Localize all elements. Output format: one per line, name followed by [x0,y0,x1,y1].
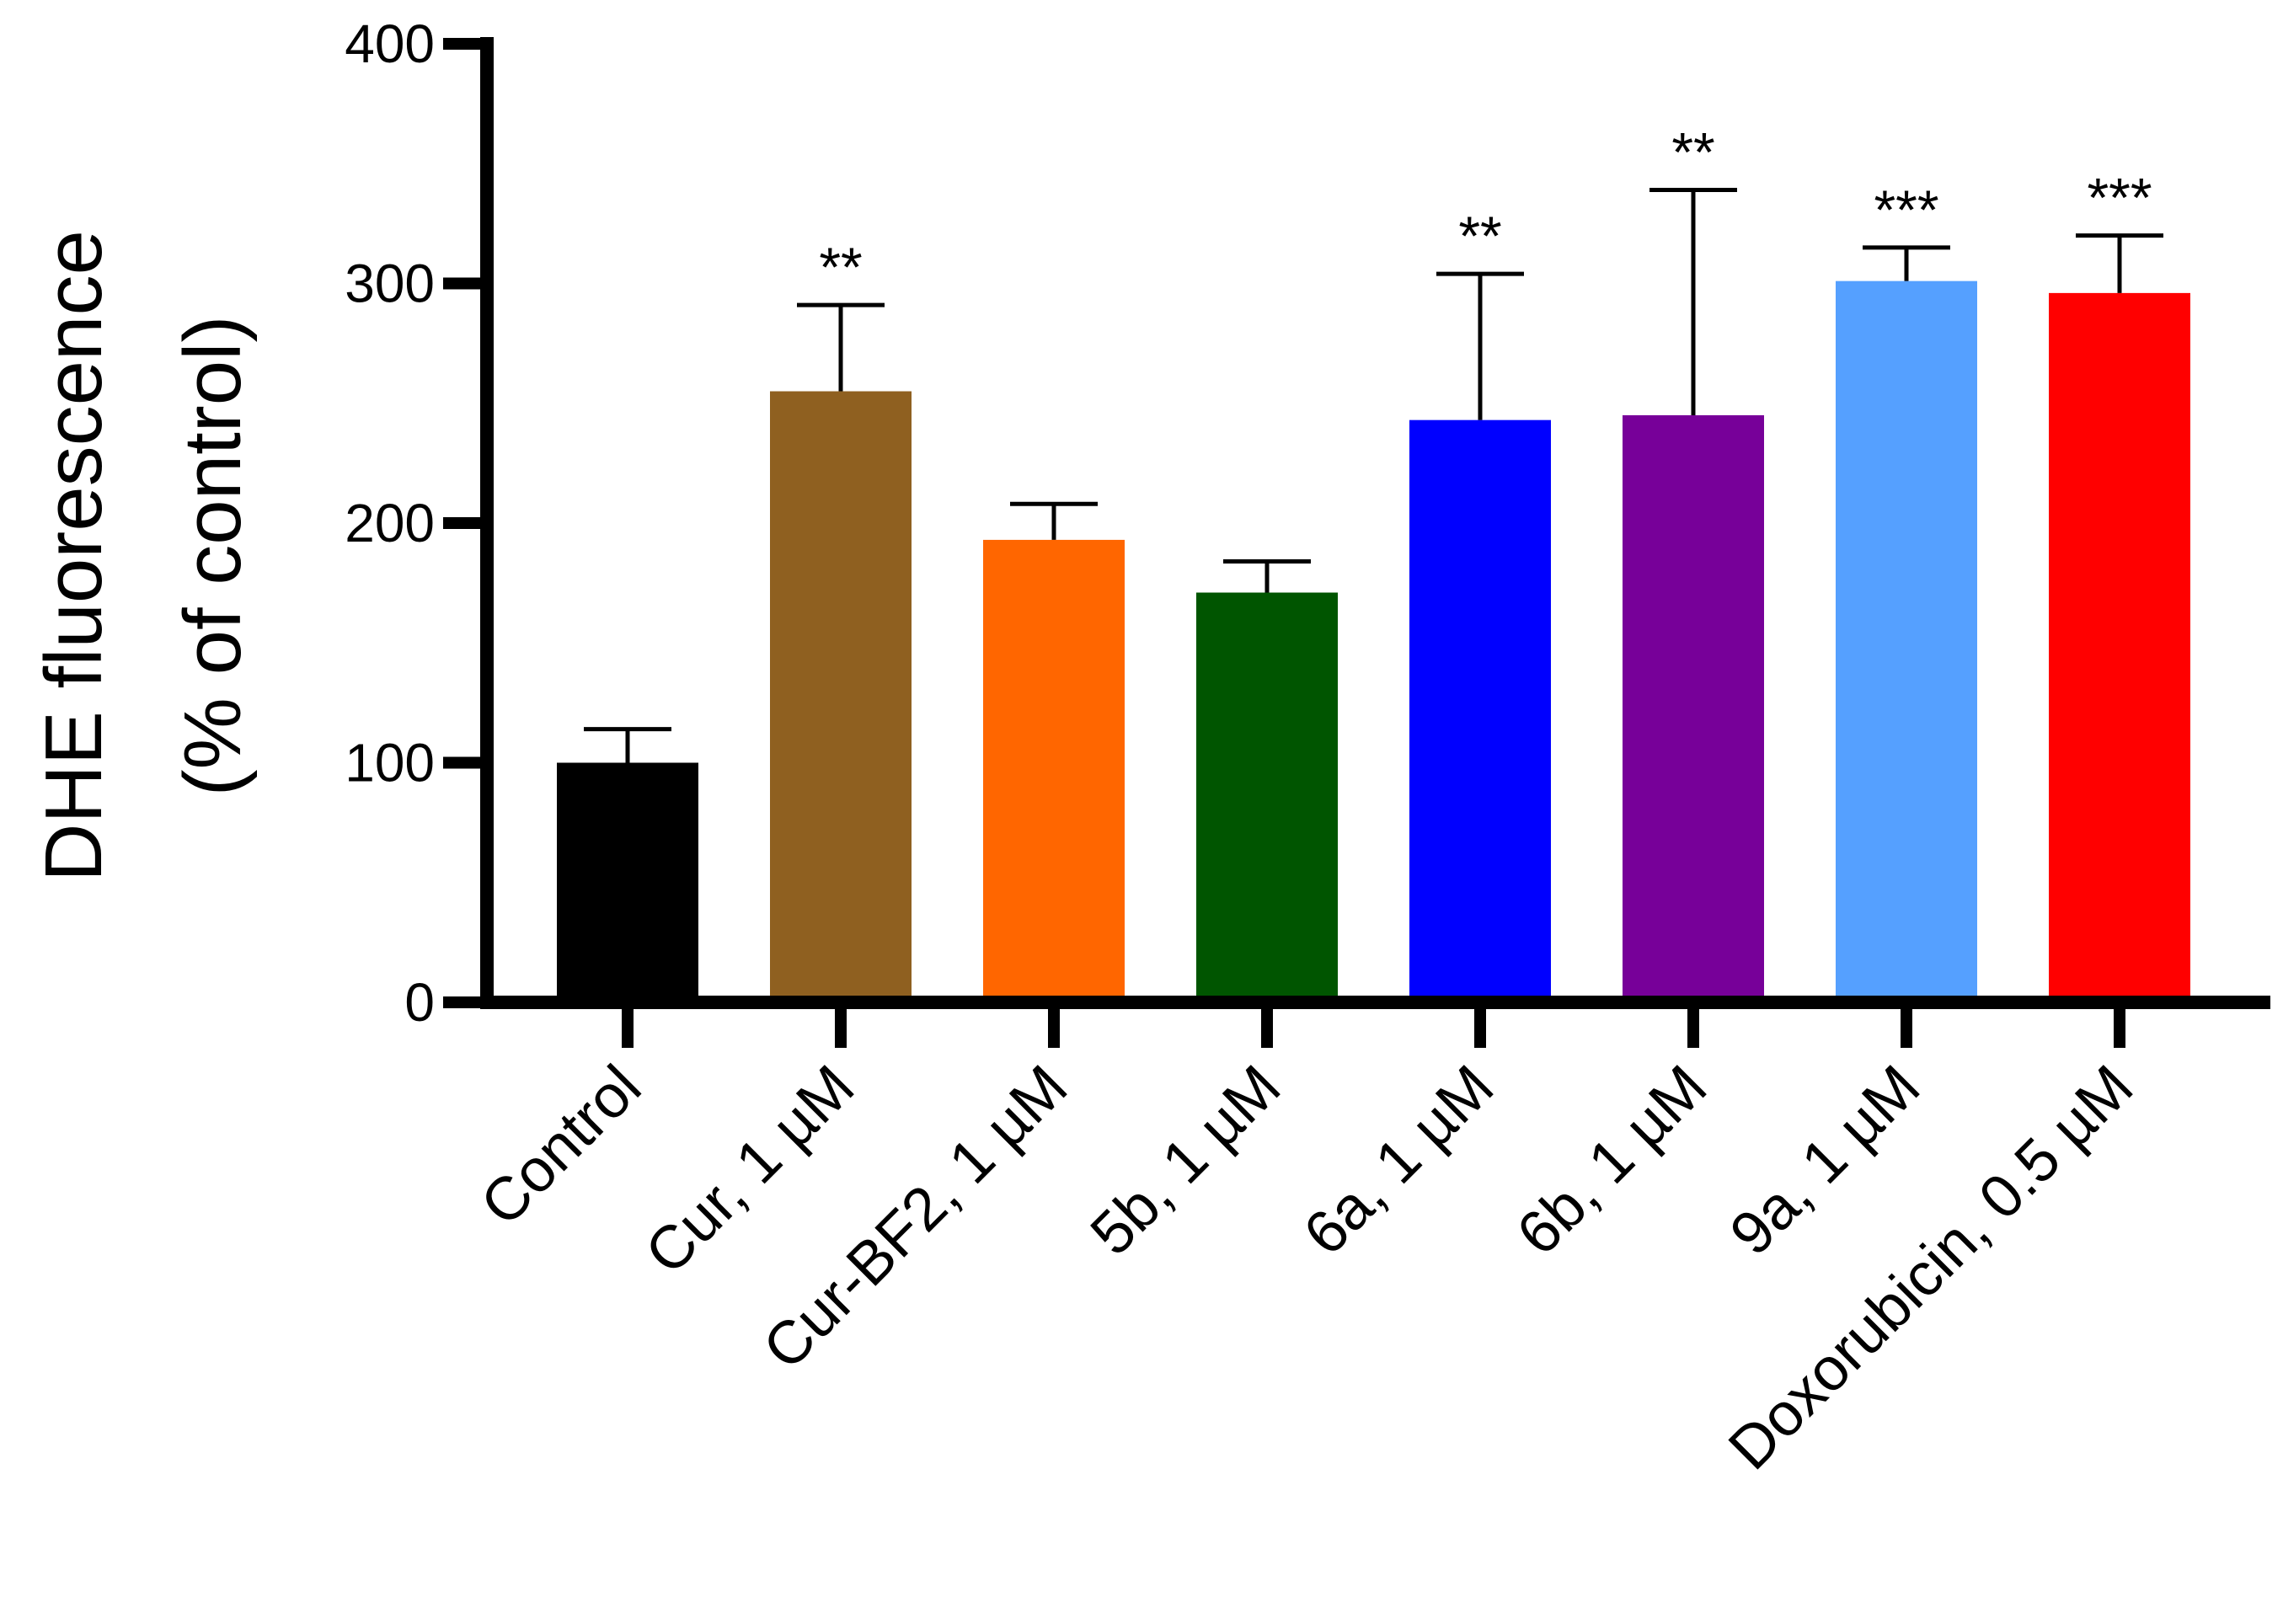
y-tick-label: 200 [345,493,435,553]
significance-label: ** [1458,205,1501,267]
x-category-label: Doxorubicin, 0.5 µM [1716,1053,2146,1482]
y-tick-label: 300 [345,254,435,314]
y-axis-title-line2: (% of control) [168,316,258,797]
significance-label: ** [1671,121,1714,184]
y-tick-label: 400 [345,13,435,74]
bar [1409,419,1551,1002]
y-tick-label: 100 [345,733,435,793]
significance-label: *** [2087,167,2152,229]
bar [1836,280,1977,1002]
significance-label: ** [819,236,862,298]
error-bars-layer [584,188,2163,763]
bar [1623,414,1764,1003]
y-axis-title-line1: DHE fluorescence [29,230,119,882]
x-category-label: 9a, 1 µM [1718,1053,1933,1269]
x-category-label: 5b, 1 µM [1078,1053,1294,1269]
bars-layer [557,280,2190,1003]
bar [557,762,698,1002]
axes-layer [480,37,2270,1009]
x-category-label: 6b, 1 µM [1505,1053,1720,1269]
y-axis-title: DHE fluorescence (% of control) [29,230,258,882]
bar [2049,292,2190,1002]
bar [983,539,1125,1002]
y-ticks-layer: 0 100 200 300 400 [345,13,487,1033]
significance-label: *** [1874,179,1938,241]
x-category-label: Control [468,1053,655,1239]
y-tick-label: 0 [404,972,435,1033]
bar [770,391,912,1002]
x-category-label: Cur, 1 µM [633,1053,867,1287]
x-category-label: 6a, 1 µM [1291,1053,1507,1269]
significance-layer: ** ******* *** [819,121,2152,299]
bar [1196,592,1338,1002]
